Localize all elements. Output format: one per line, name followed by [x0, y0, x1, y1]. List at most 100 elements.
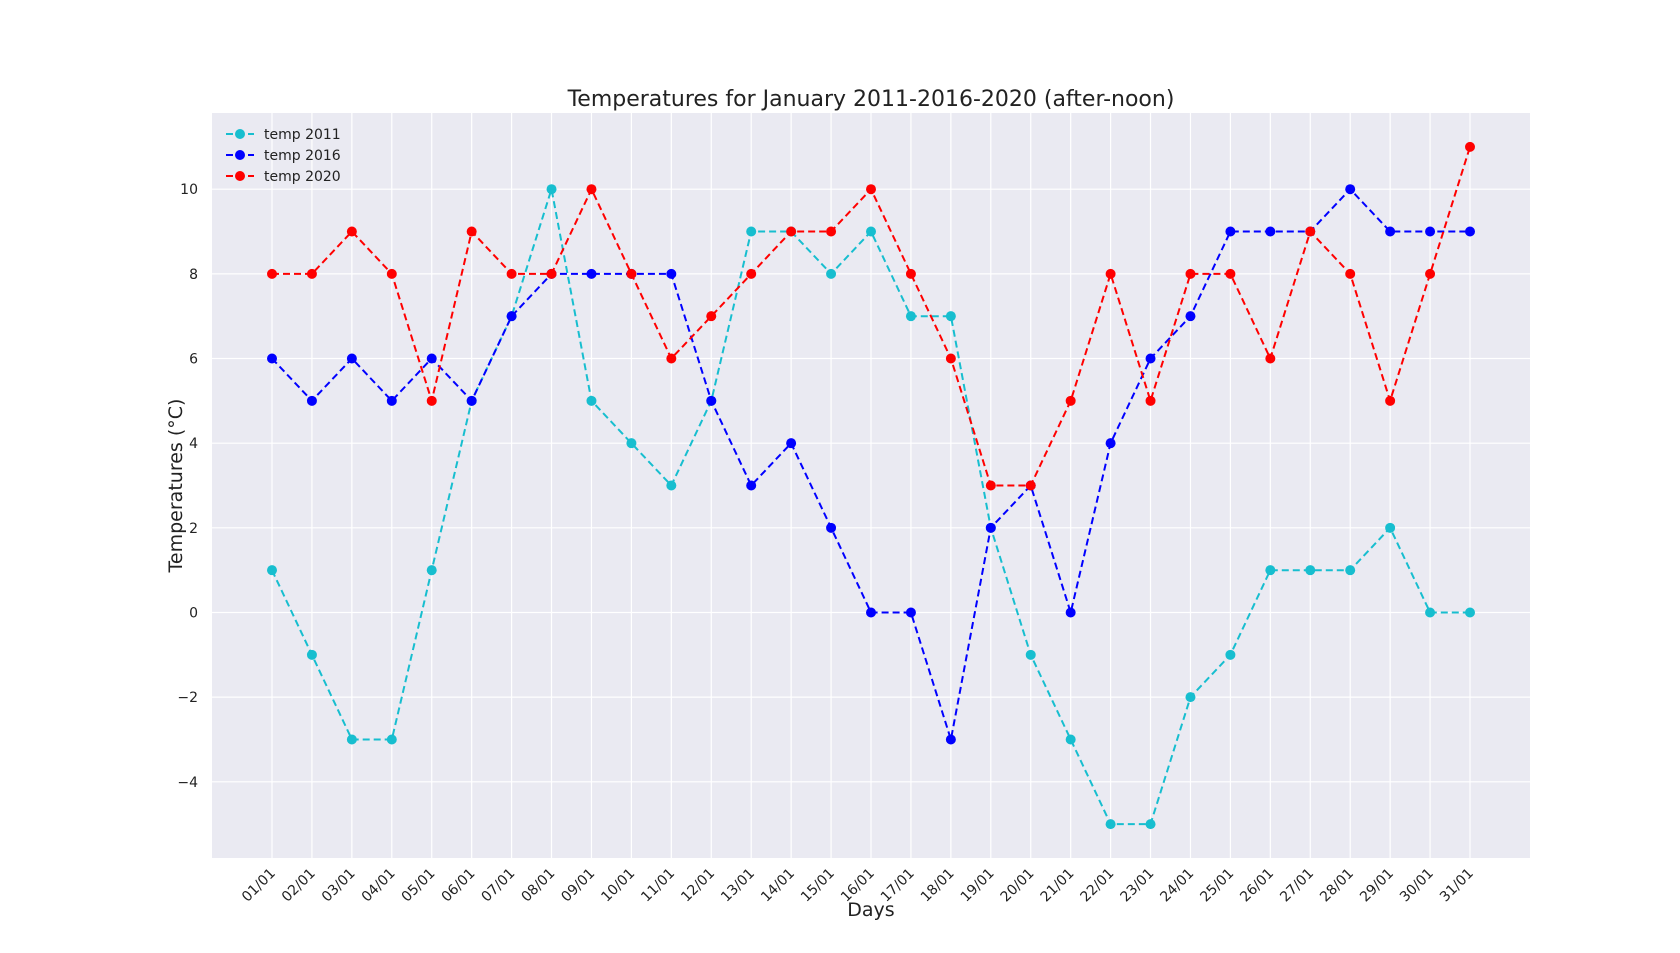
- x-tick-label: 15/01: [798, 866, 838, 906]
- data-point: [905, 311, 916, 322]
- data-point: [746, 226, 757, 237]
- y-tick-label: −2: [177, 690, 198, 706]
- chart-title: Temperatures for January 2011-2016-2020 …: [567, 87, 1175, 112]
- x-tick-label: 07/01: [479, 866, 519, 906]
- x-tick-label: 10/01: [598, 866, 638, 906]
- data-point: [1385, 226, 1396, 237]
- data-point: [1065, 395, 1076, 406]
- data-point: [945, 311, 956, 322]
- data-point: [267, 268, 277, 279]
- data-point: [1265, 565, 1276, 576]
- data-point: [626, 268, 637, 279]
- x-tick-label: 21/01: [1038, 866, 1078, 906]
- x-tick-label: 03/01: [319, 866, 359, 906]
- legend-marker: [235, 129, 245, 139]
- data-point: [1225, 268, 1236, 279]
- data-point: [866, 226, 876, 237]
- data-point: [905, 268, 916, 279]
- x-tick-label: 25/01: [1197, 866, 1237, 906]
- data-point: [1065, 607, 1076, 618]
- series-temp-2016: [267, 184, 1475, 745]
- data-point: [346, 353, 357, 364]
- data-point: [267, 353, 277, 364]
- data-point: [985, 480, 996, 491]
- data-point: [306, 395, 317, 406]
- legend-item: temp 2016: [226, 148, 341, 164]
- x-tick-label: 24/01: [1157, 866, 1197, 906]
- data-point: [386, 734, 397, 745]
- x-tick-label: 14/01: [758, 866, 798, 906]
- data-point: [1385, 395, 1396, 406]
- x-tick-label: 27/01: [1277, 866, 1317, 906]
- grid-lines: [212, 113, 1530, 858]
- data-point: [1345, 268, 1356, 279]
- x-tick-label: 04/01: [359, 866, 399, 906]
- y-tick-label: 0: [189, 605, 198, 621]
- legend-marker: [235, 171, 245, 181]
- data-point: [706, 311, 717, 322]
- data-point: [346, 734, 357, 745]
- legend-marker: [235, 150, 245, 160]
- data-point: [426, 353, 437, 364]
- legend-label: temp 2011: [264, 127, 341, 143]
- data-point: [826, 226, 837, 237]
- x-tick-label: 13/01: [718, 866, 758, 906]
- data-point: [1105, 438, 1116, 449]
- data-point: [666, 353, 677, 364]
- data-point: [706, 395, 717, 406]
- data-point: [386, 395, 397, 406]
- data-point: [1425, 268, 1436, 279]
- y-tick-label: 8: [189, 267, 198, 283]
- x-axis-label: Days: [847, 899, 894, 921]
- x-tick-label: 02/01: [279, 866, 319, 906]
- series-temp-2020: [267, 141, 1475, 491]
- data-point: [746, 480, 757, 491]
- y-tick-label: 4: [189, 436, 198, 452]
- data-point: [466, 395, 477, 406]
- data-point: [1025, 480, 1036, 491]
- data-point: [1305, 226, 1316, 237]
- legend: temp 2011 temp 2016 temp 2020: [226, 127, 341, 185]
- data-point: [346, 226, 357, 237]
- data-point: [945, 734, 956, 745]
- x-tick-label: 28/01: [1317, 866, 1357, 906]
- legend-item: temp 2020: [226, 169, 341, 185]
- data-point: [267, 565, 277, 576]
- data-point: [506, 311, 517, 322]
- x-tick-label: 29/01: [1357, 866, 1397, 906]
- data-point: [1025, 649, 1036, 660]
- x-tick-label: 31/01: [1437, 866, 1477, 906]
- x-tick-label: 22/01: [1078, 866, 1118, 906]
- data-point: [306, 649, 317, 660]
- data-point: [1105, 268, 1116, 279]
- data-point: [945, 353, 956, 364]
- data-point: [386, 268, 397, 279]
- x-tick-label: 01/01: [239, 866, 279, 906]
- data-point: [866, 607, 876, 618]
- data-point: [1425, 226, 1436, 237]
- data-point: [546, 268, 557, 279]
- y-tick-label: 6: [189, 352, 198, 368]
- y-tick-label: −4: [177, 775, 198, 791]
- data-point: [1305, 565, 1316, 576]
- data-point: [586, 268, 597, 279]
- data-point: [666, 268, 677, 279]
- data-point: [746, 268, 757, 279]
- data-point: [626, 438, 637, 449]
- x-tick-label: 20/01: [998, 866, 1038, 906]
- data-point: [985, 522, 996, 533]
- data-point: [1065, 734, 1076, 745]
- x-tick-label: 06/01: [439, 866, 479, 906]
- data-point: [1105, 819, 1116, 830]
- data-point: [1145, 395, 1156, 406]
- data-point: [826, 522, 837, 533]
- x-tick-label: 19/01: [958, 866, 998, 906]
- x-tick-label: 08/01: [519, 866, 559, 906]
- x-tick-label: 05/01: [399, 866, 439, 906]
- data-point: [1225, 226, 1236, 237]
- data-point: [826, 268, 837, 279]
- data-point: [1345, 184, 1356, 195]
- legend-item: temp 2011: [226, 127, 341, 143]
